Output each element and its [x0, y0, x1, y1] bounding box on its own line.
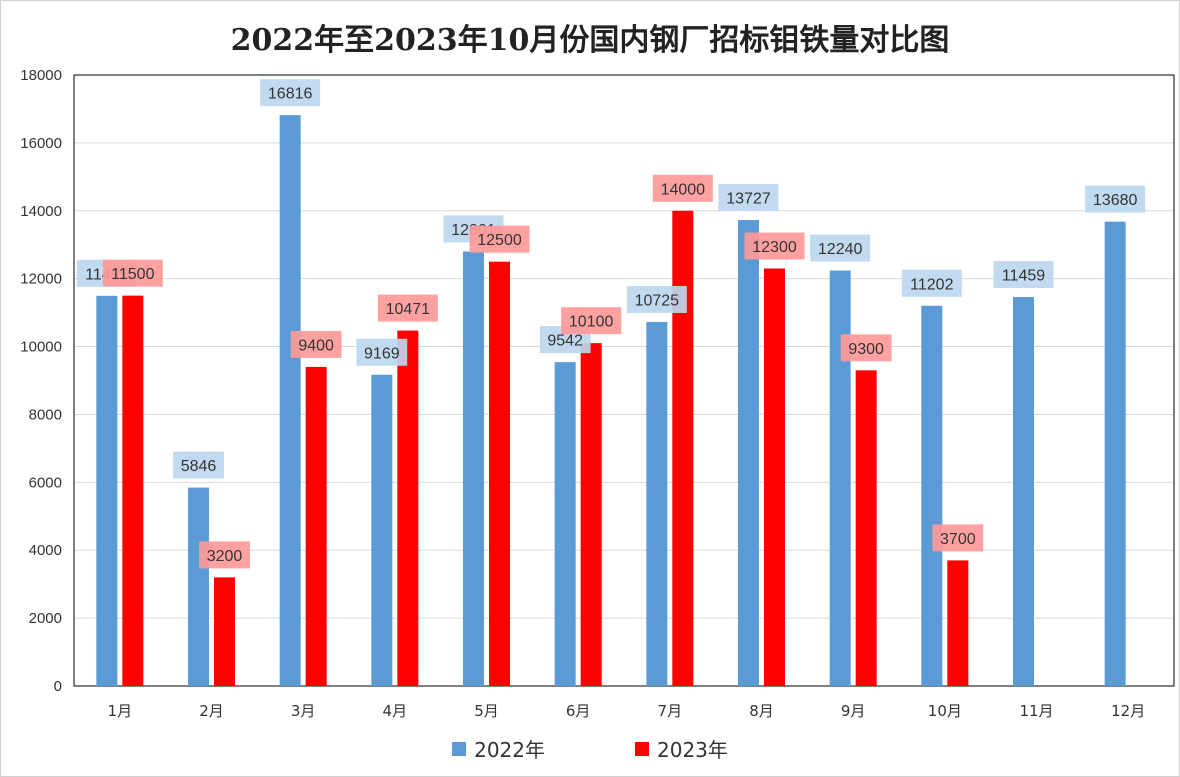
data-label: 9400	[298, 337, 334, 354]
bar-2023	[305, 366, 327, 686]
data-label-box	[626, 285, 687, 313]
bar-2023	[122, 295, 144, 686]
plot-area-border	[73, 74, 1175, 687]
data-label: 9169	[364, 345, 400, 362]
bar-2022	[1013, 297, 1034, 686]
bar-2022	[371, 374, 393, 686]
bar-2022	[646, 321, 668, 686]
y-tick-label: 18000	[20, 67, 62, 84]
x-tick-label: 2月	[199, 702, 224, 720]
bar-2022	[554, 362, 576, 686]
legend-item-2023: 2023年	[635, 734, 728, 763]
data-label: 9542	[547, 333, 583, 350]
bar-2022	[463, 251, 484, 686]
data-label: 12300	[752, 239, 797, 256]
data-label-box	[173, 451, 224, 479]
legend-label-2022: 2022年	[474, 738, 545, 762]
data-label: 16816	[268, 86, 313, 103]
data-label-box	[652, 174, 713, 202]
bar-2023	[764, 268, 785, 686]
data-label: 12500	[477, 232, 522, 249]
x-tick-label: 12月	[1111, 702, 1145, 720]
data-label-box	[1085, 185, 1146, 213]
data-label-box	[993, 261, 1054, 289]
bar-2022	[738, 220, 759, 686]
y-tick-label: 10000	[20, 339, 62, 356]
data-label-box	[561, 307, 622, 335]
bar-2023	[855, 370, 877, 686]
data-label: 14000	[661, 181, 706, 198]
data-label-box	[377, 294, 438, 322]
x-tick-label: 4月	[383, 702, 408, 720]
data-label-box	[840, 334, 892, 362]
data-label-box	[102, 259, 163, 287]
data-label: 9300	[848, 341, 884, 358]
data-label: 10100	[569, 314, 614, 331]
y-tick-label: 6000	[29, 474, 62, 491]
data-label: 5846	[181, 458, 217, 475]
data-label: 10725	[635, 292, 680, 309]
bar-2023	[672, 210, 694, 686]
bar-2023	[214, 577, 235, 686]
x-tick-label: 6月	[566, 702, 591, 720]
data-label: 13727	[726, 191, 771, 208]
y-tick-label: 14000	[20, 203, 62, 220]
bar-2022	[279, 115, 301, 686]
bar-2022	[921, 305, 943, 686]
x-tick-label: 3月	[291, 702, 316, 720]
bar-2022	[188, 487, 209, 686]
bar-2023	[489, 261, 510, 686]
data-label: 3200	[207, 548, 243, 565]
x-tick-label: 5月	[474, 702, 499, 720]
legend-label-2023: 2023年	[657, 738, 728, 762]
bar-2023	[947, 560, 969, 686]
data-label: 11202	[910, 276, 953, 293]
data-label-box	[290, 330, 342, 358]
bar-2023	[580, 343, 602, 686]
x-tick-label: 1月	[108, 702, 133, 720]
data-label-box	[744, 232, 805, 260]
x-tick-label: 7月	[658, 702, 683, 720]
chart-title: 2022年至2023年10月份国内钢厂招标钼铁量对比图	[230, 23, 950, 58]
chart-legend: 2022年 2023年	[1, 734, 1179, 763]
data-label-box	[810, 234, 871, 262]
y-tick-label: 2000	[29, 610, 62, 627]
data-label-box	[199, 541, 250, 569]
x-tick-label: 9月	[841, 702, 866, 720]
data-label: 11500	[111, 266, 154, 283]
x-tick-label: 11月	[1019, 702, 1053, 720]
data-label-box	[718, 184, 779, 212]
bar-2022	[96, 295, 118, 686]
y-tick-label: 12000	[20, 271, 62, 288]
y-tick-label: 4000	[29, 542, 62, 559]
bar-2023	[397, 330, 419, 686]
bar-2022	[829, 270, 851, 686]
data-label-box	[469, 225, 530, 253]
data-label-box	[260, 79, 321, 107]
x-tick-label: 10月	[928, 702, 962, 720]
bar-2022	[1104, 221, 1126, 686]
legend-swatch-2022	[452, 741, 467, 756]
data-label: 13680	[1093, 192, 1138, 209]
data-label: 11459	[1002, 268, 1045, 285]
y-tick-label: 0	[54, 678, 62, 695]
data-label-box	[932, 524, 984, 552]
data-label-box	[356, 338, 408, 366]
legend-item-2022: 2022年	[452, 734, 545, 763]
data-label: 3700	[940, 531, 976, 548]
legend-swatch-2023	[635, 741, 649, 756]
data-label: 10471	[386, 301, 431, 318]
y-tick-label: 16000	[20, 135, 62, 152]
x-tick-label: 8月	[749, 702, 774, 720]
data-label: 12240	[818, 241, 863, 258]
y-tick-label: 8000	[29, 406, 62, 423]
data-label-box	[901, 269, 962, 297]
